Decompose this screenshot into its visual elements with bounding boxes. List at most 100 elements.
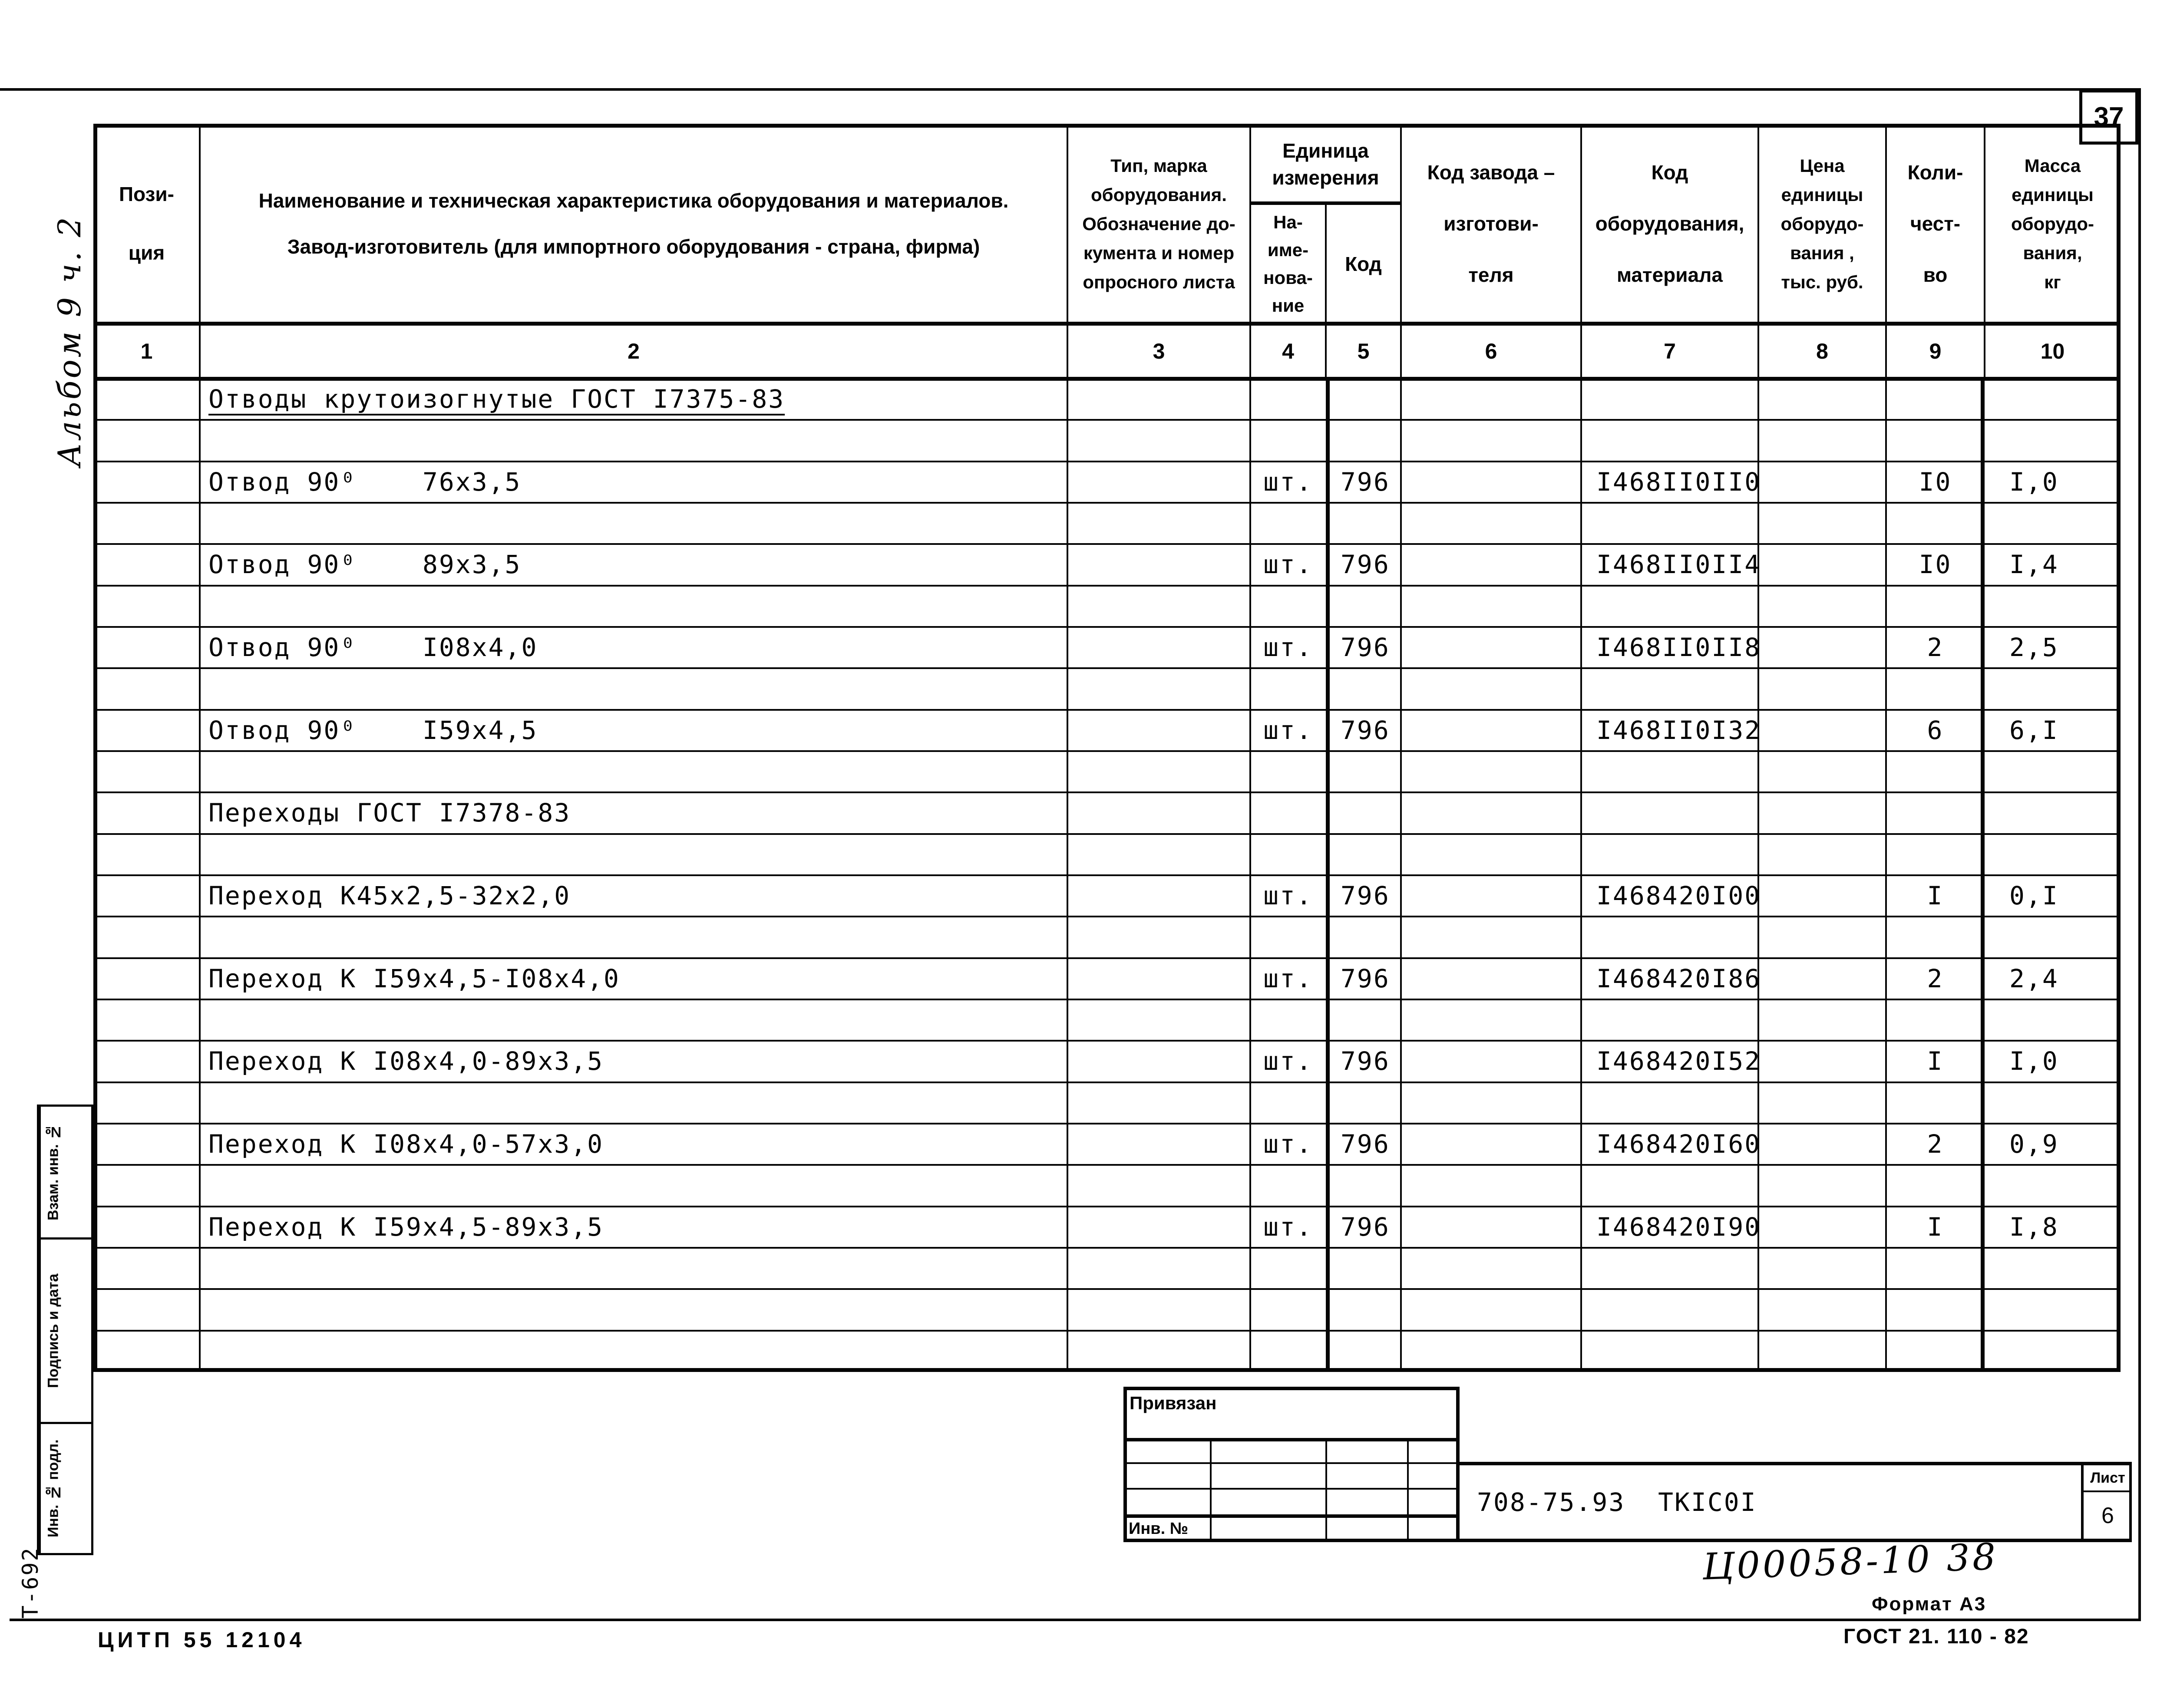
frame-bottom-line (10, 1619, 2141, 1621)
item-qty: 2 (1927, 963, 1944, 993)
t-code: Т-692 (18, 1546, 43, 1619)
item-qty: I0 (1919, 467, 1952, 497)
item-unit-code: 796 (1341, 1212, 1390, 1242)
sheet-box: Лист 6 (2081, 1465, 2132, 1539)
col-header-mass: Масса единицы оборудо- вания, кг (2011, 155, 2094, 292)
margin-stamps: Взам. инв. № Подпись и дата Инв. № подл. (37, 1105, 93, 1555)
row-rule (93, 1246, 2121, 1249)
col-number-1: 1 (140, 339, 153, 363)
column-rule (1580, 379, 1582, 1372)
row-rule (93, 1040, 2121, 1042)
col-header-price: Цена единицы оборудо- вания , тыс. руб. (1780, 155, 1864, 292)
item-mass: 2,5 (2009, 632, 2059, 662)
column-rule (1885, 379, 1887, 1372)
item-unit: шт. (1263, 550, 1313, 580)
header-column-rule (1249, 124, 1251, 379)
stamp-vzam-inv: Взам. инв. № (39, 1107, 91, 1240)
col-number-7: 7 (1664, 339, 1676, 363)
item-eq-code: I468II0II0 (1596, 467, 1761, 497)
stamp-inv-podl: Инв. № подл. (39, 1424, 91, 1553)
item-unit: шт. (1263, 963, 1313, 993)
col-header-name-line1: Наименование и техническая характеристик… (258, 189, 1009, 212)
unit-group-rule (1250, 201, 1401, 205)
handwritten-code: Ц00058-10 38 (1701, 1535, 1999, 1588)
row-rule (93, 957, 2121, 959)
row-rule (93, 1122, 2121, 1124)
item-qty: 2 (1927, 1129, 1944, 1159)
item-unit-code: 796 (1341, 632, 1390, 662)
row-rule (93, 460, 2121, 462)
row-rule (93, 543, 2121, 545)
title-block-main: 708-75.93 ТКIС0I Лист 6 (1460, 1462, 2132, 1542)
stamp-podpis-data-label: Подпись и дата (39, 1240, 66, 1422)
row-rule (93, 1329, 2121, 1332)
row-rule (93, 584, 2121, 587)
item-unit: шт. (1263, 715, 1313, 745)
item-name: Переход К I08x4,0-89x3,5 (208, 1046, 604, 1076)
row-rule (93, 998, 2121, 1000)
item-unit-code: 796 (1341, 715, 1390, 745)
item-unit-code: 796 (1341, 550, 1390, 580)
inv-number-label: Инв. № (1129, 1520, 1189, 1538)
item-mass: I,8 (2009, 1212, 2059, 1242)
spec-table: Пози- ция Наименование и техническая хар… (93, 124, 2121, 1372)
item-qty: I (1927, 1046, 1944, 1076)
row-rule (93, 916, 2121, 918)
gost-note: ГОСТ 21. 110 - 82 (1843, 1625, 2029, 1648)
item-eq-code: I468420I86 (1596, 963, 1761, 993)
header-column-rule (1885, 124, 1887, 379)
item-eq-code: I468420I00 (1596, 880, 1761, 910)
col-header-unit-code: Код (1345, 252, 1382, 275)
row-rule (93, 709, 2121, 711)
format-note: Формат А3 (1872, 1593, 1987, 1615)
grid-rule-h3 (1123, 1488, 1460, 1490)
row-rule (93, 750, 2121, 752)
item-name: Отвод 90⁰ I59x4,5 (208, 715, 538, 745)
item-eq-code: I468420I52 (1596, 1046, 1761, 1076)
sheet-label: Лист (2090, 1469, 2125, 1486)
item-mass: 2,4 (2009, 963, 2059, 993)
item-name: Отвод 90⁰ I08x4,0 (208, 632, 538, 662)
item-name: Переход К I59x4,5-89x3,5 (208, 1212, 604, 1242)
row-rule (93, 1288, 2121, 1290)
col-header-equipment-code: Код оборудования, материала (1595, 161, 1744, 286)
grid-rule-v3 (1407, 1440, 1409, 1542)
col-number-2: 2 (628, 339, 640, 363)
grid-rule-h4 (1123, 1514, 1460, 1518)
column-rule (1249, 379, 1251, 1372)
item-mass: I,0 (2009, 1046, 2059, 1076)
row-rule (93, 626, 2121, 628)
col-header-quantity: Коли- чест- во (1907, 161, 1963, 286)
item-qty: I (1927, 880, 1944, 910)
album-note: Альбом 9 ч. 2 (51, 215, 88, 467)
item-unit-code: 796 (1341, 1046, 1390, 1076)
header-column-rule (1984, 124, 1985, 379)
item-mass: I,0 (2009, 467, 2059, 497)
item-mass: 0,9 (2009, 1129, 2059, 1159)
sheet-number: 6 (2101, 1503, 2114, 1528)
item-name: Переход К I59x4,5-I08x4,0 (208, 963, 620, 993)
row-rule (93, 833, 2121, 835)
item-unit: шт. (1263, 1212, 1313, 1242)
col-header-name-line2: Завод-изготовитель (для импортного обору… (287, 235, 980, 258)
item-name: Отвод 90⁰ 89x3,5 (208, 550, 522, 580)
stamp-vzam-inv-label: Взам. инв. № (39, 1107, 66, 1237)
column-rule (1400, 379, 1402, 1372)
binding-label: Привязан (1130, 1393, 1217, 1413)
frame-top-line (0, 88, 2141, 91)
col-number-5: 5 (1357, 339, 1370, 363)
col-header-position: Пози- ция (119, 183, 175, 264)
item-eq-code: I468II0II8 (1596, 632, 1761, 662)
item-mass: I,4 (2009, 550, 2059, 580)
header-column-rule (1067, 124, 1068, 379)
sheet-box-rule (2084, 1490, 2132, 1492)
item-mass: 0,I (2009, 880, 2059, 910)
item-name: Переходы ГОСТ I7378-83 (208, 798, 571, 828)
header-column-rule (1400, 124, 1402, 379)
row-rule (93, 667, 2121, 669)
row-rule (93, 791, 2121, 794)
column-rule (1757, 379, 1759, 1372)
frame-right-line (2138, 88, 2141, 1621)
header-bottom-rule (93, 322, 2121, 326)
header-column-rule (1757, 124, 1759, 379)
